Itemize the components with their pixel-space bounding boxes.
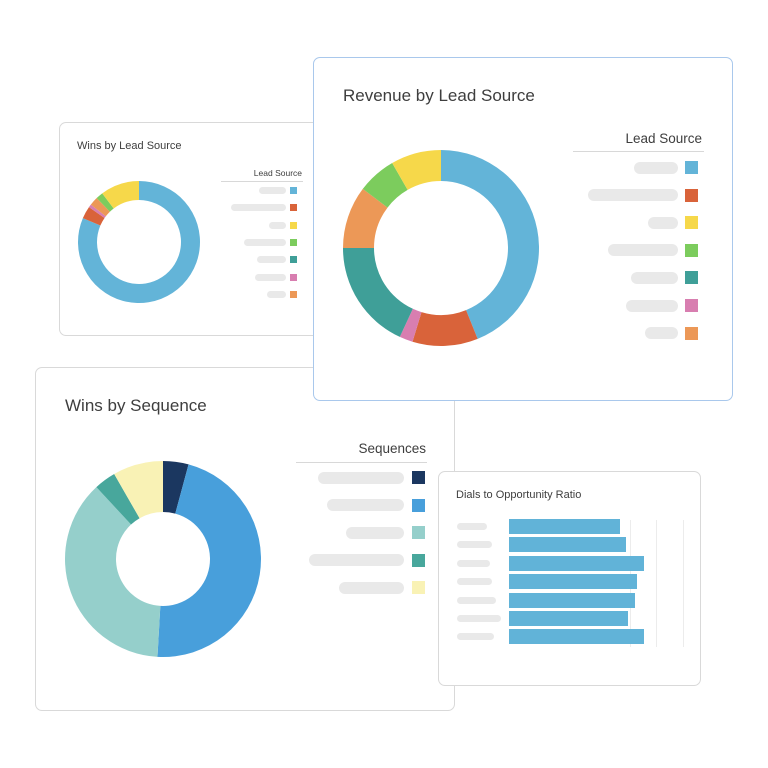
bar[interactable] <box>509 592 635 608</box>
legend-label-placeholder <box>588 189 678 202</box>
bar[interactable] <box>509 629 644 645</box>
legend-swatch[interactable] <box>412 471 425 484</box>
wins-by-lead-source-card[interactable]: Wins by Lead Source Lead Source <box>59 122 321 336</box>
legend-label-placeholder <box>346 526 404 539</box>
legend-divider <box>573 151 704 152</box>
legend-label-placeholder <box>309 554 404 567</box>
donut-segment[interactable] <box>96 474 140 525</box>
legend-swatch[interactable] <box>290 290 297 298</box>
legend-label-placeholder <box>626 299 678 312</box>
bar[interactable] <box>509 611 628 626</box>
donut-segment[interactable] <box>82 207 105 226</box>
legend-swatch[interactable] <box>290 204 297 212</box>
legend-swatch[interactable] <box>290 238 297 246</box>
legend-swatch[interactable] <box>412 581 425 595</box>
donut-segment[interactable] <box>362 163 408 208</box>
legend-label-placeholder <box>231 204 286 212</box>
revenue-lead-source-donut <box>343 150 539 346</box>
bar[interactable] <box>509 555 644 571</box>
donut-segment[interactable] <box>399 308 422 342</box>
donut-segment[interactable] <box>88 204 106 218</box>
donut-segment[interactable] <box>90 198 110 217</box>
donut-segment[interactable] <box>102 181 139 209</box>
legend-swatch[interactable] <box>685 299 698 312</box>
card-title: Dials to Opportunity Ratio <box>456 489 582 501</box>
bar-label-placeholder <box>457 541 492 549</box>
legend-label-placeholder <box>269 221 286 229</box>
card-title: Wins by Sequence <box>65 396 207 415</box>
legend-divider <box>296 462 427 463</box>
legend-swatch[interactable] <box>685 326 698 340</box>
bar-label-placeholder <box>457 596 496 604</box>
legend-label-placeholder <box>339 581 404 594</box>
bar[interactable] <box>509 519 620 534</box>
legend-swatch[interactable] <box>685 271 698 285</box>
wins-lead-source-donut <box>77 181 200 303</box>
dials-to-opportunity-ratio-card[interactable]: Dials to Opportunity Ratio <box>438 471 701 686</box>
donut-segment[interactable] <box>65 487 161 657</box>
legend-divider <box>221 181 303 182</box>
revenue-by-lead-source-card[interactable]: Revenue by Lead Source Lead Source <box>313 57 733 401</box>
donut-segment[interactable] <box>163 461 189 514</box>
legend-swatch[interactable] <box>685 216 698 230</box>
donut-segment[interactable] <box>343 248 413 337</box>
legend-swatch[interactable] <box>685 243 698 257</box>
legend-label-placeholder <box>259 187 286 194</box>
legend-swatch[interactable] <box>290 273 297 281</box>
donut-segment[interactable] <box>392 150 441 190</box>
legend-label-placeholder <box>648 216 678 229</box>
legend-swatch[interactable] <box>412 526 425 540</box>
donut-segment[interactable] <box>441 150 539 339</box>
legend-label-placeholder <box>318 471 404 484</box>
bar-label-placeholder <box>457 633 494 641</box>
legend-swatch[interactable] <box>290 256 297 264</box>
card-title: Wins by Lead Source <box>77 140 182 152</box>
donut-segment[interactable] <box>96 193 114 212</box>
bar-label-placeholder <box>457 523 487 530</box>
legend-swatch[interactable] <box>290 187 297 194</box>
legend-label-placeholder <box>255 273 286 281</box>
legend-label-placeholder <box>608 244 678 257</box>
legend-label-placeholder <box>327 499 404 512</box>
donut-segment[interactable] <box>77 181 200 303</box>
wins-sequence-donut <box>65 461 261 657</box>
bar-chart[interactable] <box>439 472 702 687</box>
legend-label-placeholder <box>244 238 286 246</box>
legend-label-placeholder <box>267 290 286 298</box>
donut-segment[interactable] <box>157 464 261 657</box>
bar-label-placeholder <box>457 559 490 567</box>
bar[interactable] <box>509 537 626 553</box>
wins-by-sequence-card[interactable]: Wins by Sequence Sequences <box>35 367 455 711</box>
legend-label-placeholder <box>634 161 678 174</box>
bar[interactable] <box>509 574 637 590</box>
legend-title: Lead Source <box>253 168 302 178</box>
donut-segment[interactable] <box>343 188 388 248</box>
card-title: Revenue by Lead Source <box>343 86 535 105</box>
legend-title: Lead Source <box>625 131 702 146</box>
legend-label-placeholder <box>645 327 678 340</box>
legend-label-placeholder <box>631 271 678 284</box>
legend-title: Sequences <box>358 441 426 456</box>
legend-swatch[interactable] <box>685 188 698 202</box>
legend-label-placeholder <box>257 256 286 264</box>
legend-swatch[interactable] <box>412 553 425 567</box>
donut-segment[interactable] <box>412 310 478 346</box>
bar-label-placeholder <box>457 578 492 586</box>
gridline <box>656 520 657 647</box>
donut-segment[interactable] <box>114 461 163 519</box>
legend-swatch[interactable] <box>685 161 698 174</box>
legend-swatch[interactable] <box>412 498 425 512</box>
gridline <box>683 520 684 647</box>
bar-label-placeholder <box>457 615 501 622</box>
legend-swatch[interactable] <box>290 221 297 229</box>
